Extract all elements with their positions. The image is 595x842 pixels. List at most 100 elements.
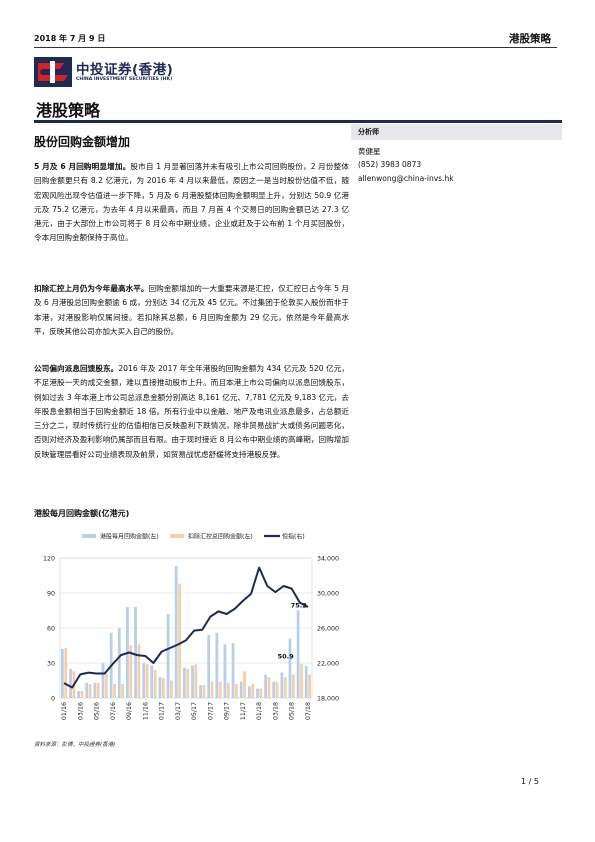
bar-buyback-ex-hsbc: [194, 664, 198, 698]
legend-label: 扣除汇控总回购金额(左): [188, 533, 253, 541]
paragraph-text: 股市自 1 月显著回落并未有吸引上市公司回购股份，2 月份整体回购金额更只有 8…: [34, 162, 350, 243]
bar-total-buyback: [247, 686, 251, 698]
bar-total-buyback: [158, 677, 162, 698]
analyst-phone: (852) 3983 0873: [358, 160, 422, 169]
paragraph-lead: 扣除汇控上月仍为今年最高水平。: [34, 284, 149, 293]
bar-total-buyback: [296, 610, 300, 698]
bar-buyback-ex-hsbc: [283, 677, 287, 698]
x-tick-label: 01/16: [61, 702, 68, 720]
bar-buyback-ex-hsbc: [210, 681, 214, 698]
bar-total-buyback: [69, 668, 72, 698]
bar-total-buyback: [256, 688, 259, 698]
bar-total-buyback: [142, 663, 146, 698]
logo-name-en: CHINA INVESTMENT SECURITIES (HK): [76, 77, 173, 82]
buyback-chart: 港股每月回购金额(左) 扣除汇控总回购金额(左) 恒指(右) 50.975.2 03…: [43, 533, 339, 721]
bar-total-buyback: [215, 632, 219, 698]
y-right-tick-label: 22,000: [317, 661, 339, 668]
bar-buyback-ex-hsbc: [243, 671, 246, 698]
bar-buyback-ex-hsbc: [202, 685, 206, 698]
bar-buyback-ex-hsbc: [300, 664, 303, 698]
analyst-email: allenwong@china-invs.hk: [358, 174, 454, 183]
bar-buyback-ex-hsbc: [96, 682, 100, 698]
y-left-tick-label: 120: [43, 556, 55, 563]
bar-buyback-ex-hsbc: [153, 670, 157, 698]
bar-buyback-ex-hsbc: [145, 664, 149, 698]
x-tick-label: 07/17: [207, 702, 214, 720]
legend-swatch: [170, 534, 184, 538]
analyst-label: 分析师: [358, 128, 379, 136]
chart-source: 資料來源：彭博，中投證券(香港): [34, 742, 116, 748]
data-label: 75.2: [291, 601, 307, 609]
chart-legend: 港股每月回购金额(左) 扣除汇控总回购金额(左) 恒指(右): [82, 533, 305, 541]
bar-total-buyback: [150, 665, 154, 698]
bar-total-buyback: [101, 663, 105, 698]
x-tick-label: 05/16: [94, 702, 101, 720]
hsi-line: [63, 566, 309, 689]
bar-total-buyback: [174, 566, 178, 698]
x-tick-label: 01/17: [159, 702, 166, 720]
legend-swatch: [82, 534, 96, 538]
company-logo: 中投证券(香港) CHINA INVESTMENT SECURITIES (HK…: [34, 57, 184, 87]
bar-buyback-ex-hsbc: [291, 674, 295, 698]
bar-total-buyback: [272, 681, 276, 698]
analyst-name: 黄健星: [358, 147, 381, 156]
x-tick-label: 09/17: [224, 702, 231, 720]
bar-buyback-ex-hsbc: [178, 583, 181, 698]
bar-total-buyback: [117, 628, 121, 698]
x-tick-label: 03/18: [272, 702, 279, 720]
y-left-tick-label: 0: [51, 696, 55, 703]
page-number: 1 / 5: [521, 777, 539, 786]
bar-buyback-ex-hsbc: [275, 681, 279, 698]
bar-total-buyback: [223, 644, 227, 698]
bar-buyback-ex-hsbc: [137, 644, 141, 698]
x-tick-label: 09/16: [126, 702, 133, 720]
bar-buyback-ex-hsbc: [218, 681, 222, 698]
report-date: 2018 年 7 月 9 日: [34, 34, 106, 43]
bar-buyback-ex-hsbc: [226, 682, 230, 698]
bar-buyback-ex-hsbc: [161, 678, 165, 698]
header-title: 港股策略: [509, 33, 551, 45]
paragraph-text: 2016 年及 2017 年全年港股的回购金额为 434 亿元及 520 亿元，…: [34, 364, 349, 459]
bar-buyback-ex-hsbc: [105, 673, 108, 698]
bar-total-buyback: [280, 672, 284, 698]
x-tick-label: 03/16: [77, 702, 84, 720]
bar-buyback-ex-hsbc: [121, 684, 125, 698]
paragraph-text: 回购金额增加的一大重要来源是汇控，仅汇控已占今年 5 月及 6 月港股总回购金额…: [34, 284, 350, 336]
bar-total-buyback: [182, 667, 186, 698]
bar-total-buyback: [199, 685, 202, 698]
data-label: 50.9: [278, 653, 295, 661]
x-tick-label: 05/17: [191, 702, 198, 720]
bar-total-buyback: [239, 681, 243, 698]
bar-total-buyback: [231, 643, 235, 698]
bar-buyback-ex-hsbc: [129, 645, 133, 698]
bar-buyback-ex-hsbc: [113, 684, 116, 698]
bar-buyback-ex-hsbc: [64, 647, 68, 698]
report-topic: 股份回购金额增加: [34, 135, 131, 149]
bar-buyback-ex-hsbc: [308, 674, 311, 698]
y-right-tick-label: 30,000: [317, 591, 339, 598]
paragraph-dividends: 公司偏向派息回馈股东。2016 年及 2017 年全年港股的回购金额为 434 …: [34, 362, 349, 462]
bar-total-buyback: [134, 607, 137, 698]
y-right-tick-label: 34,000: [317, 556, 339, 563]
paragraph-lead: 5 月及 6 月回购明显增加。: [34, 162, 131, 171]
bar-total-buyback: [93, 682, 97, 698]
x-tick-label: 05/18: [289, 702, 296, 720]
bar-total-buyback: [207, 635, 211, 698]
bar-total-buyback: [288, 638, 292, 698]
bar-buyback-ex-hsbc: [170, 680, 173, 698]
bar-buyback-ex-hsbc: [80, 691, 84, 698]
bar-buyback-ex-hsbc: [259, 688, 263, 698]
legend-label: 港股每月回购金额(左): [100, 533, 159, 541]
chart-title: 港股每月回购金额(亿港元): [34, 509, 130, 518]
bar-total-buyback: [61, 649, 64, 698]
x-tick-label: 01/18: [256, 702, 263, 720]
x-tick-label: 07/18: [305, 702, 312, 720]
bar-total-buyback: [166, 614, 170, 698]
x-tick-label: 07/16: [110, 702, 117, 720]
analyst-label-bar: [351, 124, 562, 140]
bar-total-buyback: [304, 666, 308, 698]
bar-buyback-ex-hsbc: [251, 684, 255, 698]
x-tick-label: 11/16: [142, 702, 149, 720]
x-tick-label: 03/17: [175, 702, 182, 720]
y-right-tick-label: 18,000: [317, 696, 339, 703]
